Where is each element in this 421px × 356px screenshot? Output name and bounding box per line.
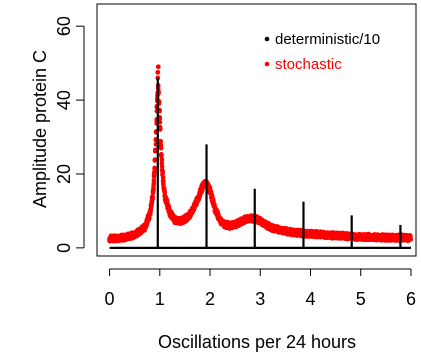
series-layer [107,64,414,249]
stochastic-point [157,127,163,132]
stochastic-point [162,189,167,194]
deterministic-series [156,77,402,248]
x-axis-label: Oscillations per 24 hours [158,332,356,352]
stochastic-point [158,145,164,151]
legend-marker [264,61,270,67]
stochastic-point [152,165,157,171]
y-tick-label: 40 [54,90,74,110]
stochastic-point [159,164,165,169]
legend-label: deterministic/10 [275,31,380,48]
stochastic-point [161,178,166,184]
stochastic-point [159,151,164,157]
x-tick-label: 6 [406,289,416,309]
x-tick-label: 2 [205,289,215,309]
stochastic-point [408,236,413,242]
stochastic-point [151,174,157,179]
stochastic-series [107,64,414,244]
y-tick-label: 60 [54,16,74,36]
stochastic-point [152,157,158,163]
stochastic-point [153,148,158,153]
stochastic-point [151,181,157,187]
legend: deterministic/10 stochastic [264,31,380,73]
stochastic-point [158,138,163,144]
stochastic-point [159,156,165,162]
stochastic-point [150,197,155,202]
stochastic-point [155,64,161,70]
legend-label: stochastic [275,56,342,73]
y-tick-label: 0 [54,243,74,253]
x-tick-label: 1 [155,289,165,309]
plot-area [96,3,417,257]
legend-marker [264,36,270,42]
y-axis: 0 20 40 60 [54,16,85,253]
x-tick-label: 5 [356,289,366,309]
stochastic-point [155,69,161,75]
x-axis: 0 1 2 3 4 5 6 [105,268,416,309]
x-tick-label: 0 [105,289,115,309]
stochastic-point [149,201,154,207]
y-tick-label: 20 [54,164,74,184]
y-axis-label: Amplitude protein C [30,50,50,208]
stochastic-point [158,142,164,148]
x-tick-label: 4 [305,289,315,309]
x-tick-label: 3 [255,289,265,309]
